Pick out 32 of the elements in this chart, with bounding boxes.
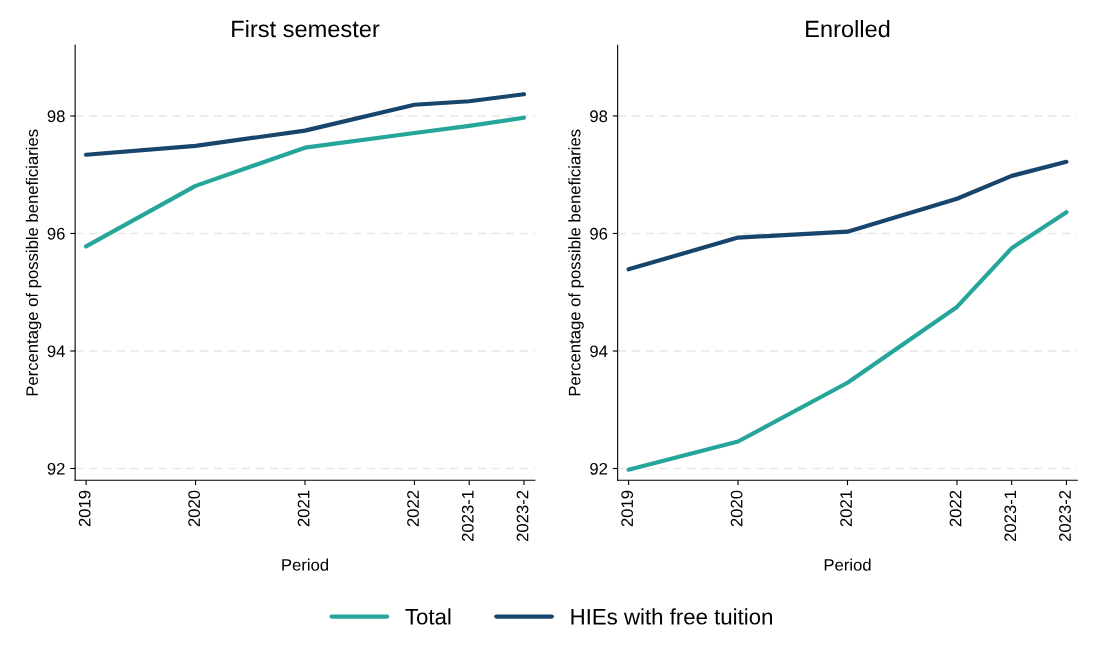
y-tick-label: 94 [590, 345, 608, 358]
y-axis-title: Percentage of possible beneficiaries [568, 129, 584, 396]
chart-title: First semester [232, 19, 380, 38]
y-tick-label: 96 [47, 227, 65, 240]
x-tick-label: 2023-2 [1059, 490, 1071, 542]
line-series [626, 159, 1069, 272]
line-series [626, 210, 1069, 472]
x-tick-label: 2020 [188, 490, 201, 527]
x-tick-label: 2021 [840, 490, 852, 527]
x-tick-label: 2023-1 [1004, 490, 1017, 542]
y-tick-label: 94 [47, 345, 65, 358]
chart-title: Enrolled [806, 19, 890, 38]
x-tick-label: 2019 [78, 490, 91, 527]
line-series [84, 115, 527, 249]
x-axis-title: Period [282, 558, 329, 571]
y-tick-label: 96 [590, 227, 608, 240]
x-tick-label: 2023-2 [516, 490, 529, 542]
x-tick-label: 2022 [407, 490, 419, 527]
x-axis-title: Period [824, 558, 871, 571]
x-tick-label: 2023-1 [461, 490, 474, 542]
y-tick-label: 92 [590, 462, 608, 475]
y-tick-label: 98 [47, 110, 65, 123]
line-series [84, 92, 527, 157]
x-tick-label: 2022 [949, 490, 962, 527]
x-tick-label: 2019 [621, 490, 634, 527]
x-tick-label: 2020 [730, 490, 743, 527]
y-axis-title: Percentage of possible beneficiaries [25, 129, 42, 396]
legend-label: HIEs with free tuition [571, 608, 772, 625]
y-tick-label: 98 [590, 110, 608, 123]
legend-label: Total [405, 608, 451, 625]
x-tick-label: 2021 [297, 490, 310, 527]
y-tick-label: 92 [47, 462, 65, 475]
